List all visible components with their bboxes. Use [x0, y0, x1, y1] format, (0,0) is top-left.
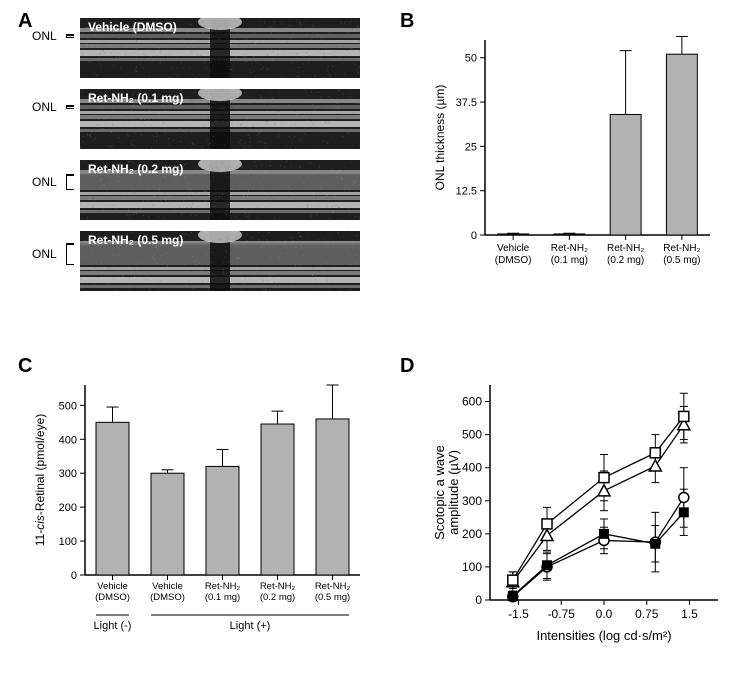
svg-text:Light (+): Light (+) — [230, 620, 271, 632]
svg-text:(0.2 mg): (0.2 mg) — [260, 592, 295, 603]
svg-text:-0.75: -0.75 — [548, 607, 576, 621]
oct-row: ONLRet-NH₂ (0.5 mg) — [40, 231, 370, 296]
svg-text:Ret-NH₂: Ret-NH₂ — [260, 581, 296, 592]
panel-c-bar-chart: 0 100 200 300 400 500 11-cis-Retinal (pmol/eye… — [30, 375, 370, 665]
panel-a-oct-images: ONLVehicle (DMSO)ONLRet-NH₂ (0.1 mg)ONLR… — [40, 18, 370, 302]
svg-text:-1.5: -1.5 — [508, 607, 529, 621]
svg-text:ONL thickness (µm): ONL thickness (µm) — [433, 85, 447, 191]
svg-text:100: 100 — [59, 536, 77, 548]
oct-title: Vehicle (DMSO) — [88, 20, 177, 34]
svg-text:Ret-NH₂: Ret-NH₂ — [551, 243, 588, 254]
svg-text:Vehicle: Vehicle — [152, 581, 183, 592]
svg-text:Vehicle: Vehicle — [497, 243, 530, 254]
oct-row: ONLRet-NH₂ (0.2 mg) — [40, 160, 370, 225]
oct-title: Ret-NH₂ (0.5 mg) — [88, 233, 183, 247]
svg-text:Scotopic a wave: Scotopic a wave — [432, 445, 447, 540]
svg-text:(0.5 mg): (0.5 mg) — [315, 592, 350, 603]
svg-text:300: 300 — [462, 494, 482, 508]
svg-text:Ret-NH₂: Ret-NH₂ — [663, 243, 700, 254]
svg-text:600: 600 — [462, 395, 482, 409]
onl-label: ONL — [32, 29, 57, 43]
oct-row: ONLRet-NH₂ (0.1 mg) — [40, 89, 370, 154]
panel-d-line-chart: 0 100 200 300 400 500 600 -1.5 -0.75 0.0 0.75 1.5 Sc… — [430, 375, 730, 655]
onl-bracket — [66, 34, 73, 38]
svg-text:25: 25 — [465, 141, 477, 153]
svg-text:Intensities (log cd·s/m²): Intensities (log cd·s/m²) — [536, 628, 671, 643]
panel-b-bar-chart: 0 12.5 25 37.5 50 ONL thickness (µm) Vehicle(D… — [430, 30, 720, 290]
svg-text:400: 400 — [462, 461, 482, 475]
onl-bracket — [66, 174, 73, 190]
onl-label: ONL — [32, 175, 57, 189]
panel-a-label: A — [18, 10, 32, 33]
svg-text:11-cis-Retinal (pmol/eye): 11-cis-Retinal (pmol/eye) — [33, 414, 47, 547]
onl-bracket — [66, 243, 73, 265]
svg-text:(DMSO): (DMSO) — [495, 255, 532, 266]
svg-text:400: 400 — [59, 434, 77, 446]
svg-text:Light (-): Light (-) — [94, 620, 132, 632]
svg-text:(0.2 mg): (0.2 mg) — [607, 255, 644, 266]
oct-title: Ret-NH₂ (0.1 mg) — [88, 91, 183, 105]
svg-text:(DMSO): (DMSO) — [95, 592, 130, 603]
svg-text:0: 0 — [471, 230, 477, 242]
svg-text:0.0: 0.0 — [596, 607, 613, 621]
svg-text:Ret-NH₂: Ret-NH₂ — [607, 243, 644, 254]
svg-text:0: 0 — [71, 570, 77, 582]
svg-text:Ret-NH₂: Ret-NH₂ — [315, 581, 351, 592]
svg-text:37.5: 37.5 — [456, 97, 477, 109]
svg-text:1.5: 1.5 — [681, 607, 698, 621]
onl-bracket — [66, 105, 73, 109]
svg-text:0: 0 — [475, 593, 482, 607]
svg-text:500: 500 — [462, 428, 482, 442]
svg-text:(0.1 mg): (0.1 mg) — [205, 592, 240, 603]
svg-text:50: 50 — [465, 53, 477, 65]
oct-row: ONLVehicle (DMSO) — [40, 18, 370, 83]
svg-text:200: 200 — [59, 502, 77, 514]
svg-text:500: 500 — [59, 400, 77, 412]
svg-text:Ret-NH₂: Ret-NH₂ — [205, 581, 241, 592]
onl-label: ONL — [32, 100, 57, 114]
svg-text:100: 100 — [462, 560, 482, 574]
oct-title: Ret-NH₂ (0.2 mg) — [88, 162, 183, 176]
svg-text:(DMSO): (DMSO) — [150, 592, 185, 603]
onl-label: ONL — [32, 247, 57, 261]
svg-text:200: 200 — [462, 527, 482, 541]
panel-b-label: B — [400, 10, 414, 33]
svg-text:0.75: 0.75 — [635, 607, 659, 621]
svg-text:Vehicle: Vehicle — [97, 581, 128, 592]
svg-text:(0.1 mg): (0.1 mg) — [551, 255, 588, 266]
panel-d-label: D — [400, 355, 414, 378]
svg-text:(0.5 mg): (0.5 mg) — [663, 255, 700, 266]
svg-text:12.5: 12.5 — [456, 186, 477, 198]
svg-text:300: 300 — [59, 468, 77, 480]
svg-text:amplitude (µV): amplitude (µV) — [446, 450, 461, 535]
